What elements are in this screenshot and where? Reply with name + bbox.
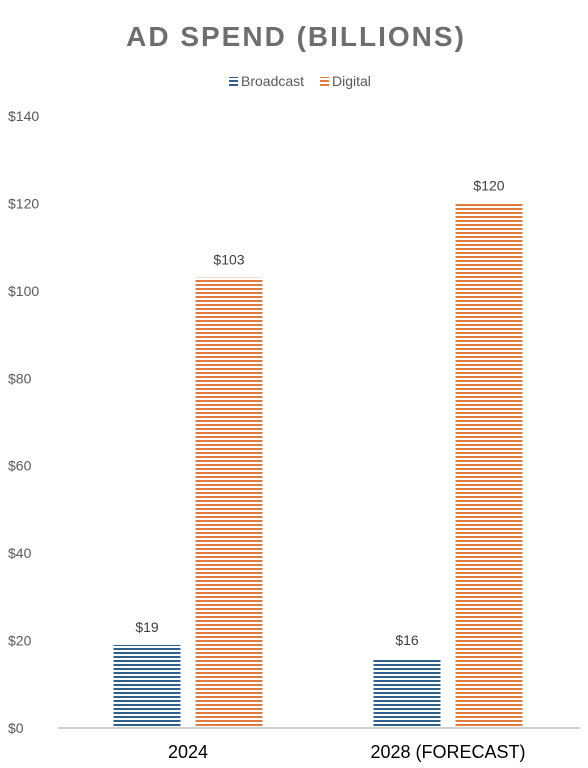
legend-swatch-broadcast — [229, 77, 238, 86]
y-tick-label: $80 — [8, 370, 32, 386]
y-tick-label: $100 — [8, 283, 39, 299]
y-tick-label: $40 — [8, 545, 32, 561]
x-category-label: 2024 — [168, 742, 208, 762]
bar-broadcast-0 — [113, 644, 181, 728]
bar-digital-0 — [195, 277, 263, 728]
y-tick-label: $20 — [8, 633, 32, 649]
data-label: $120 — [473, 177, 504, 193]
bars — [113, 203, 523, 728]
y-tick-label: $120 — [8, 195, 39, 211]
legend-label-digital: Digital — [332, 73, 371, 89]
y-tick-label: $140 — [8, 108, 39, 124]
x-category-label: 2028 (FORECAST) — [370, 742, 525, 762]
bar-broadcast-1 — [373, 658, 441, 728]
data-label: $16 — [395, 632, 419, 648]
legend: Broadcast Digital — [229, 73, 371, 89]
legend-swatch-digital — [320, 77, 329, 86]
y-tick-label: $0 — [8, 720, 24, 736]
data-labels: $19 $103 $16 $120 — [135, 177, 504, 648]
bar-digital-1 — [455, 203, 523, 728]
data-label: $103 — [213, 252, 244, 268]
chart-title: AD SPEND (BILLIONS) — [126, 21, 466, 52]
legend-label-broadcast: Broadcast — [241, 73, 304, 89]
data-label: $19 — [135, 619, 159, 635]
y-tick-label: $60 — [8, 458, 32, 474]
x-axis: 2024 2028 (FORECAST) — [58, 727, 580, 762]
y-axis: $0 $20 $40 $60 $80 $100 $120 $140 — [8, 108, 39, 736]
